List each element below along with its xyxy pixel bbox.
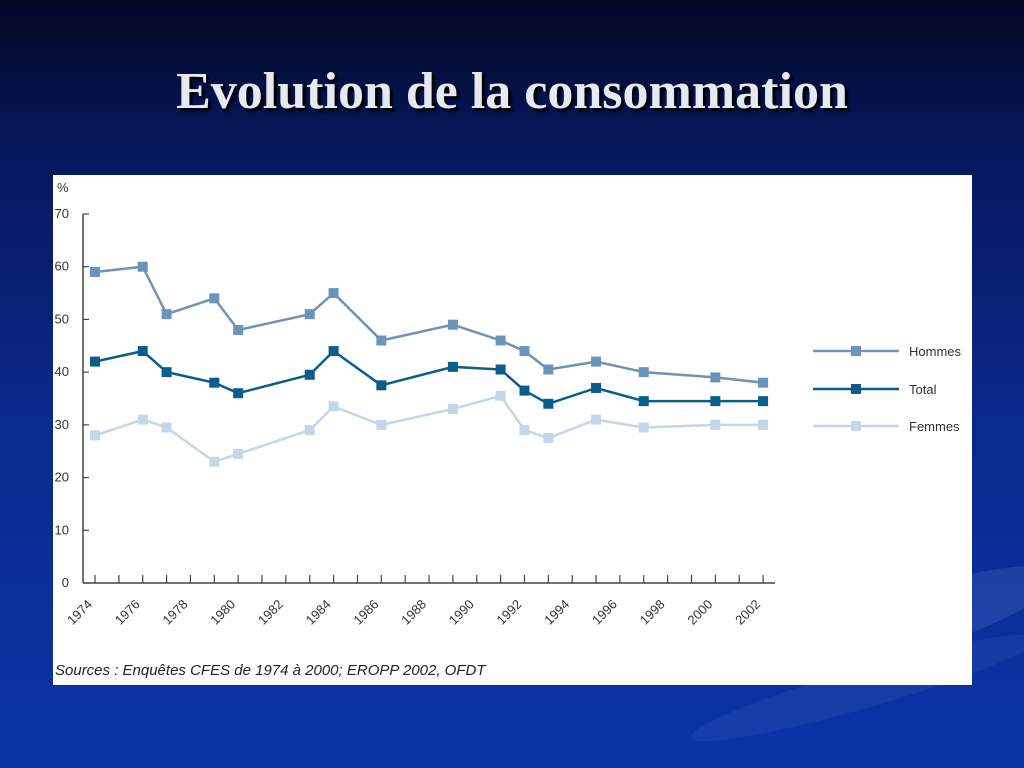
- data-point-hommes: [710, 372, 721, 383]
- x-tick-label: 1980: [207, 597, 238, 628]
- y-axis-label: %: [57, 180, 69, 195]
- data-point-femmes: [328, 401, 339, 412]
- data-point-hommes: [543, 364, 554, 375]
- data-point-hommes: [591, 356, 602, 367]
- y-tick-label: 60: [55, 259, 69, 274]
- data-point-hommes: [304, 309, 315, 320]
- series-line-hommes: [94, 265, 764, 384]
- data-point-hommes: [519, 346, 530, 357]
- x-tick-label: 1974: [64, 597, 95, 628]
- x-tick-label: 2002: [732, 597, 763, 628]
- data-point-femmes: [638, 422, 649, 433]
- x-tick-label: 2000: [684, 597, 715, 628]
- data-point-hommes: [209, 293, 220, 304]
- x-tick-label: 1984: [303, 597, 334, 628]
- data-point-hommes: [638, 367, 649, 378]
- x-tick-label: 1988: [398, 597, 429, 628]
- x-tick-label: 1992: [494, 597, 525, 628]
- y-tick-label: 50: [55, 311, 69, 326]
- x-tick-label: 1976: [112, 597, 143, 628]
- data-point-femmes: [543, 433, 554, 444]
- data-point-total: [304, 369, 315, 380]
- legend-label-femmes: Femmes: [909, 419, 960, 434]
- y-tick-label: 0: [62, 575, 69, 590]
- x-tick-label: 1994: [541, 597, 572, 628]
- y-tick-label: 70: [55, 206, 69, 221]
- data-point-hommes: [447, 319, 458, 330]
- data-point-femmes: [233, 448, 244, 459]
- data-point-femmes: [710, 419, 721, 430]
- data-point-total: [376, 380, 387, 391]
- y-tick-label: 20: [55, 470, 69, 485]
- data-point-total: [758, 396, 769, 407]
- data-point-hommes: [90, 266, 100, 277]
- data-point-total: [209, 377, 220, 388]
- series-line-total: [94, 349, 764, 406]
- source-note: Sources : Enquêtes CFES de 1974 à 2000; …: [55, 662, 487, 679]
- legend-marker-total: [851, 384, 861, 394]
- data-point-total: [233, 388, 244, 399]
- data-point-hommes: [161, 309, 172, 320]
- data-point-femmes: [304, 425, 315, 436]
- data-point-total: [638, 396, 649, 407]
- data-point-femmes: [591, 414, 602, 425]
- data-point-total: [161, 367, 172, 378]
- line-chart: 0 10 20 30 40 50 60 70% 1974 1976 1978 1980 1982 1984…: [55, 180, 962, 679]
- data-point-total: [328, 346, 339, 357]
- data-point-total: [710, 396, 721, 407]
- data-point-femmes: [161, 422, 172, 433]
- data-point-femmes: [90, 430, 100, 441]
- y-tick-label: 30: [55, 417, 69, 432]
- data-point-total: [447, 361, 458, 372]
- x-tick-label: 1982: [255, 597, 286, 628]
- x-tick-label: 1986: [350, 597, 381, 628]
- data-point-femmes: [137, 414, 148, 425]
- data-point-hommes: [376, 335, 387, 346]
- data-point-total: [591, 382, 602, 393]
- data-point-femmes: [209, 456, 220, 467]
- legend-marker-femmes: [851, 421, 861, 431]
- data-point-hommes: [495, 335, 506, 346]
- data-point-hommes: [137, 261, 148, 272]
- data-point-hommes: [233, 324, 244, 335]
- data-point-total: [543, 398, 554, 409]
- chart-panel: 0 10 20 30 40 50 60 70% 1974 1976 1978 1980 1982 1984…: [53, 175, 972, 685]
- data-point-total: [519, 385, 530, 396]
- data-point-femmes: [447, 404, 458, 415]
- x-tick-label: 1996: [589, 597, 620, 628]
- data-point-total: [495, 364, 506, 375]
- data-point-hommes: [758, 377, 769, 388]
- y-tick-label: 40: [55, 364, 69, 379]
- data-point-femmes: [758, 419, 769, 430]
- slide-title: Evolution de la consommation: [176, 63, 848, 120]
- data-point-hommes: [328, 288, 339, 299]
- x-tick-label: 1990: [446, 597, 477, 628]
- series-line-femmes: [94, 394, 764, 464]
- data-point-femmes: [376, 419, 387, 430]
- data-point-femmes: [495, 390, 506, 401]
- legend-marker-hommes: [851, 346, 861, 356]
- x-tick-label: 1978: [160, 597, 191, 628]
- data-point-femmes: [519, 425, 530, 436]
- y-tick-label: 10: [55, 522, 69, 537]
- x-tick-label: 1998: [637, 597, 668, 628]
- legend-label-total: Total: [909, 382, 937, 397]
- data-point-total: [90, 356, 100, 367]
- data-point-total: [137, 346, 148, 357]
- legend-label-hommes: Hommes: [909, 344, 962, 359]
